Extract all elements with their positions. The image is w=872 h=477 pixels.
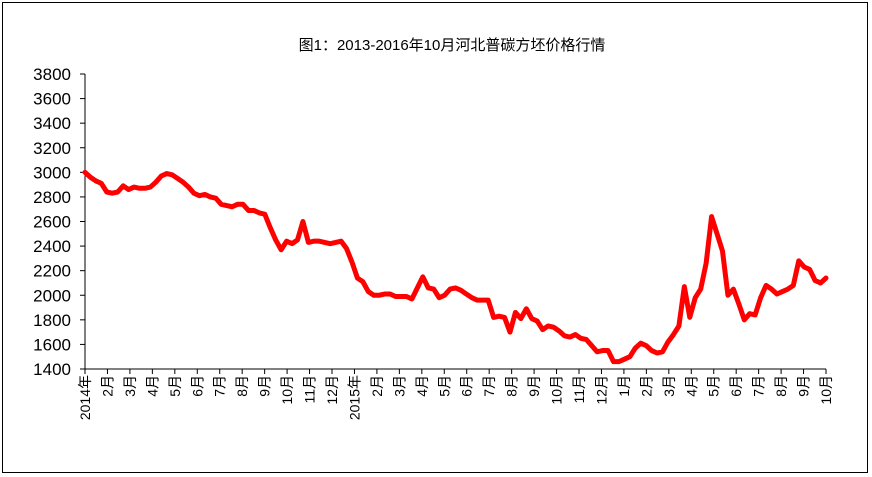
y-tick-label: 3800 — [33, 65, 71, 84]
x-tick-label: 8月 — [234, 375, 250, 397]
x-tick-label: 10月 — [818, 375, 834, 405]
x-tick-label: 6月 — [189, 375, 205, 397]
x-tick-label: 9月 — [796, 375, 812, 397]
x-tick-label: 4月 — [144, 375, 160, 397]
x-tick-label: 4月 — [414, 375, 430, 397]
x-tick-label: 10月 — [549, 375, 565, 405]
x-tick-label: 2月 — [638, 375, 654, 397]
y-tick-label: 3600 — [33, 90, 71, 109]
x-tick-label: 2014年 — [77, 375, 93, 420]
x-tick-label: 3月 — [122, 375, 138, 397]
x-tick-label: 3月 — [661, 375, 677, 397]
x-tick-label: 5月 — [436, 375, 452, 397]
x-tick-label: 2月 — [99, 375, 115, 397]
x-tick-label: 7月 — [481, 375, 497, 397]
x-tick-label: 6月 — [459, 375, 475, 397]
x-tick-label: 11月 — [302, 375, 318, 404]
chart-title: 图1：2013-2016年10月河北普碳方坯价格行情 — [299, 37, 606, 54]
x-tick-label: 6月 — [728, 375, 744, 397]
x-tick-label: 12月 — [593, 375, 609, 405]
y-tick-label: 3000 — [33, 163, 71, 182]
x-axis: 2014年 2月 3月 4月 5月 6月 7月 8月 9月 10月 11月 12月 2015年 2月 3月 4… — [77, 368, 834, 420]
x-tick-label: 8月 — [504, 375, 520, 397]
x-tick-label: 2015年 — [346, 375, 362, 420]
x-tick-label: 11月 — [571, 375, 587, 404]
x-tick-label: 1月 — [616, 375, 632, 397]
x-tick-label: 5月 — [706, 375, 722, 397]
plot-area — [82, 169, 829, 365]
y-tick-label: 2000 — [33, 286, 71, 305]
y-tick-label: 1600 — [33, 335, 71, 354]
x-tick-label: 8月 — [773, 375, 789, 397]
y-tick-label: 2400 — [33, 237, 71, 256]
x-tick-label: 4月 — [683, 375, 699, 397]
series-line — [82, 169, 829, 365]
y-tick-label: 2600 — [33, 213, 71, 232]
x-tick-label: 2月 — [369, 375, 385, 397]
y-tick-label: 2800 — [33, 188, 71, 207]
y-tick-label: 2200 — [33, 262, 71, 281]
x-tick-label: 5月 — [167, 375, 183, 397]
x-tick-label: 12月 — [324, 375, 340, 405]
x-tick-label: 3月 — [391, 375, 407, 397]
y-tick-label: 3400 — [33, 114, 71, 133]
x-tick-label: 7月 — [751, 375, 767, 397]
y-axis: 3800 3600 3400 3200 3000 2800 2600 2400 2200 2000… — [33, 65, 86, 379]
y-tick-label: 1400 — [33, 360, 71, 379]
y-tick-label: 3200 — [33, 139, 71, 158]
x-tick-label: 10月 — [279, 375, 295, 405]
x-tick-label: 9月 — [526, 375, 542, 397]
y-tick-label: 1800 — [33, 311, 71, 330]
x-tick-label: 7月 — [212, 375, 228, 397]
x-tick-label: 9月 — [257, 375, 273, 397]
